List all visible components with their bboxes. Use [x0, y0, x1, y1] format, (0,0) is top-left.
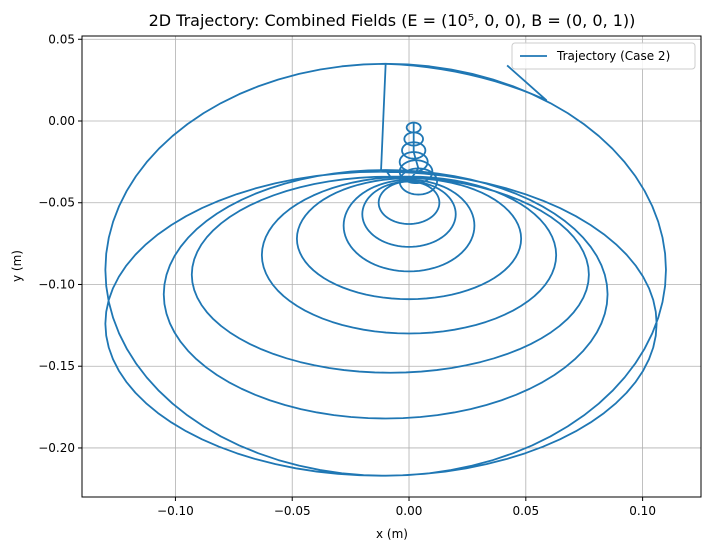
x-tick-label: 0.05: [512, 504, 539, 518]
legend-box: [511, 42, 696, 70]
legend-label: Trajectory (Case 2): [556, 49, 670, 63]
legend: Trajectory (Case 2): [511, 42, 696, 70]
y-tick-label: −0.20: [38, 441, 75, 455]
y-tick-label: 0.00: [48, 114, 75, 128]
x-tick-label: 0.00: [396, 504, 423, 518]
x-tick-label: −0.05: [274, 504, 311, 518]
grid: [82, 36, 701, 497]
trajectory-line: [104, 62, 667, 477]
x-axis-label: x (m): [376, 527, 408, 541]
y-tick-label: −0.10: [38, 277, 75, 291]
data-layer: [104, 62, 667, 477]
x-tick-label: −0.10: [157, 504, 194, 518]
chart-title: 2D Trajectory: Combined Fields (E = (10⁵…: [149, 11, 636, 30]
plot-frame: [81, 35, 702, 498]
y-tick-label: 0.05: [48, 32, 75, 46]
y-tick-label: −0.05: [38, 196, 75, 210]
ticks: −0.10 −0.05 0.00 0.05 0.10 0.05 0.00 −0.05 −0.10…: [38, 32, 656, 518]
y-tick-label: −0.15: [38, 359, 75, 373]
x-tick-label: 0.10: [629, 504, 656, 518]
y-axis-label: y (m): [10, 250, 24, 282]
